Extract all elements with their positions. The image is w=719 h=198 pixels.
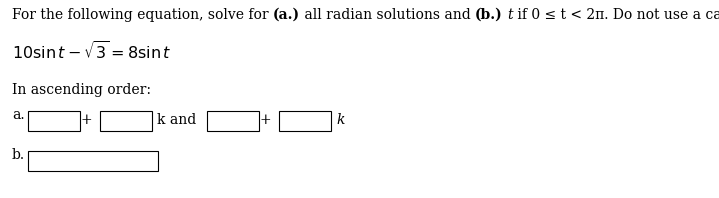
Bar: [28, 111, 80, 131]
Bar: [28, 151, 158, 171]
Bar: [207, 111, 259, 131]
Text: all radian solutions and: all radian solutions and: [300, 8, 475, 22]
Text: if 0 ≤ t < 2π. Do not use a calculator.: if 0 ≤ t < 2π. Do not use a calculator.: [513, 8, 719, 22]
Text: For the following equation, solve for: For the following equation, solve for: [12, 8, 273, 22]
Text: $10\sin t - \sqrt{3} = 8\sin t$: $10\sin t - \sqrt{3} = 8\sin t$: [12, 42, 172, 64]
Text: +: +: [259, 113, 271, 127]
Text: a.: a.: [12, 108, 24, 122]
Text: +: +: [81, 113, 92, 127]
Text: t: t: [508, 8, 513, 22]
Text: k and: k and: [157, 113, 196, 127]
Text: k: k: [336, 113, 344, 127]
Text: (b.): (b.): [475, 8, 503, 22]
Text: b.: b.: [12, 148, 25, 162]
Bar: [279, 111, 331, 131]
Text: In ascending order:: In ascending order:: [12, 83, 151, 97]
Bar: [100, 111, 152, 131]
Text: (a.): (a.): [273, 8, 300, 22]
